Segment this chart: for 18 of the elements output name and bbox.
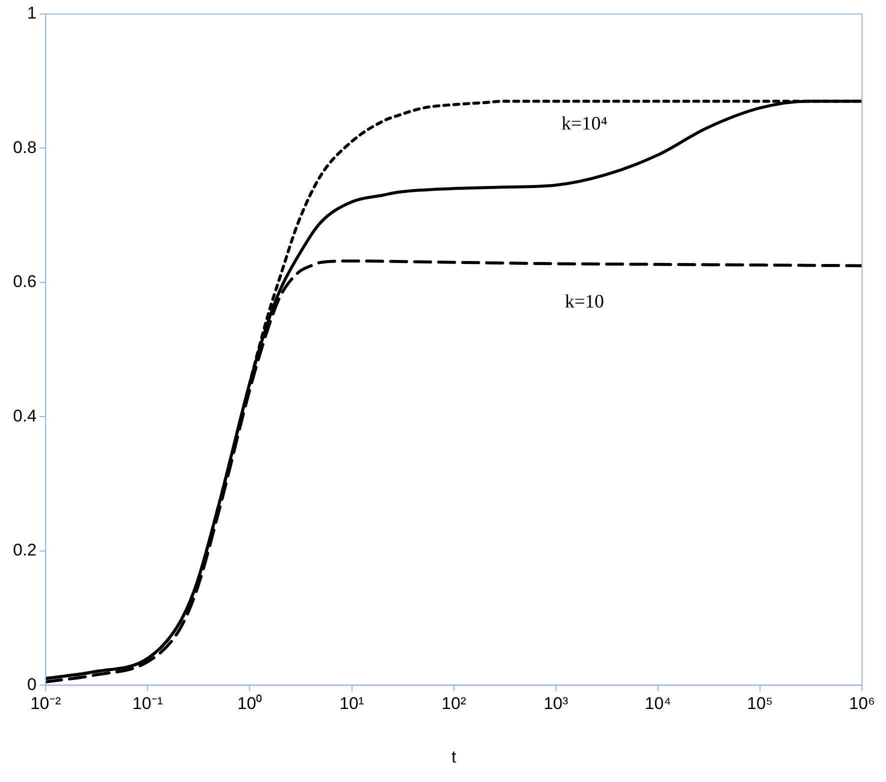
x-axis-title: t	[451, 747, 456, 766]
x-tick-label: 10⁶	[849, 694, 875, 714]
x-tick-label: 10⁵	[746, 694, 773, 714]
y-tick-label: 0.6	[12, 272, 37, 292]
y-tick-label: 0.4	[12, 406, 37, 426]
annotation: k=10⁴	[562, 114, 608, 135]
x-tick-label: 10⁻¹	[132, 694, 164, 714]
x-tick-label: 10¹	[339, 694, 364, 714]
y-tick-label: 0.2	[12, 540, 37, 560]
y-tick-label: 0	[27, 674, 37, 694]
x-tick-label: 10⁰	[237, 694, 262, 714]
x-tick-label: 10³	[544, 694, 568, 714]
x-tick-label: 10²	[442, 694, 466, 714]
annotation: k=10	[564, 292, 604, 313]
y-tick-label: 1	[27, 4, 37, 23]
x-tick-label: 10⁴	[644, 694, 672, 714]
y-tick-label: 0.8	[12, 138, 37, 157]
x-tick-label: 10⁻²	[30, 694, 62, 714]
